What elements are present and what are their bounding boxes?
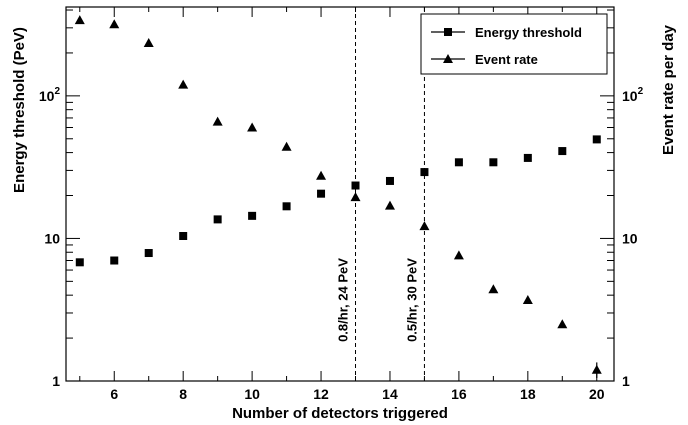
- x-tick-label: 20: [589, 386, 605, 402]
- energy-threshold-point: [454, 158, 463, 167]
- energy-threshold-point: [420, 168, 429, 177]
- event-rate-point: [488, 284, 499, 294]
- x-tick-label: 8: [179, 386, 187, 402]
- energy-threshold-point: [351, 181, 360, 190]
- event-rate-point: [522, 294, 533, 304]
- plot-frame: [65, 6, 615, 382]
- energy-threshold-point: [75, 258, 84, 267]
- annotation-label: 0.5/hr, 30 PeV: [404, 258, 419, 342]
- event-rate-point: [74, 15, 85, 25]
- legend-marker-square: [444, 28, 452, 36]
- y-tick-label-base: 10: [44, 230, 60, 246]
- y-tick-label-left: 10: [44, 230, 60, 246]
- energy-threshold-point: [282, 202, 291, 211]
- x-tick-label: 6: [110, 386, 118, 402]
- x-tick-label: 18: [520, 386, 536, 402]
- x-axis-ticks: 6 8 10 12 14 16 18 20: [79, 7, 605, 402]
- event-rate-point: [281, 141, 292, 151]
- y-tick-label-right: 10: [622, 230, 638, 246]
- y-tick-label-exponent: 2: [638, 86, 644, 97]
- y-tick-label-left: 102: [39, 86, 61, 104]
- annotations: 0.8/hr, 24 PeV 0.5/hr, 30 PeV: [336, 258, 420, 342]
- annotation-label: 0.8/hr, 24 PeV: [336, 258, 351, 342]
- data-marks: [74, 15, 602, 378]
- y-axis-label-right: Event rate per day: [660, 24, 677, 155]
- x-tick-label: 12: [313, 386, 329, 402]
- event-rate-point: [178, 79, 189, 89]
- event-rate-point: [247, 122, 258, 132]
- x-axis-label: Number of detectors triggered: [232, 405, 448, 422]
- event-rate-point: [419, 221, 430, 231]
- energy-threshold-point: [179, 232, 188, 241]
- y-tick-label-right: 102: [622, 86, 644, 104]
- energy-threshold-point: [385, 176, 394, 185]
- event-rate-point: [212, 116, 223, 126]
- event-rate-point: [316, 170, 327, 180]
- energy-threshold-point: [592, 135, 601, 144]
- energy-threshold-point: [144, 249, 153, 258]
- y-tick-label-base: 10: [39, 88, 55, 104]
- event-rate-point: [143, 37, 154, 47]
- event-rate-point: [384, 200, 395, 210]
- energy-threshold-point: [489, 158, 498, 167]
- annotation-lines: [355, 7, 425, 381]
- y-tick-label-right: 1: [622, 373, 630, 389]
- energy-threshold-point: [110, 256, 119, 265]
- legend-marker-triangle: [443, 54, 453, 63]
- event-rate-point: [557, 319, 568, 329]
- y-axis-label-left: Energy threshold (PeV): [11, 27, 28, 193]
- energy-threshold-point: [558, 147, 567, 156]
- y-tick-label-base: 1: [622, 373, 630, 389]
- energy-threshold-point: [317, 189, 326, 198]
- legend-entry-event-rate: Event rate: [475, 52, 538, 67]
- x-tick-label: 10: [244, 386, 260, 402]
- legend-entry-energy-threshold: Energy threshold: [475, 25, 582, 40]
- y-tick-label-left: 1: [52, 373, 60, 389]
- x-tick-label: 14: [382, 386, 398, 402]
- y-tick-label-base: 10: [622, 88, 638, 104]
- event-rate-point: [350, 192, 361, 202]
- energy-threshold-point: [248, 211, 257, 220]
- energy-threshold-point: [523, 153, 532, 162]
- legend: Energy threshold Event rate: [420, 13, 608, 75]
- y-tick-label-exponent: 2: [54, 86, 60, 97]
- x-tick-label: 16: [451, 386, 467, 402]
- legend-box: [420, 13, 608, 75]
- event-rate-point: [109, 19, 120, 29]
- y-tick-label-base: 10: [622, 230, 638, 246]
- energy-threshold-point: [213, 215, 222, 224]
- event-rate-point: [453, 250, 464, 260]
- y-tick-label-base: 1: [52, 373, 60, 389]
